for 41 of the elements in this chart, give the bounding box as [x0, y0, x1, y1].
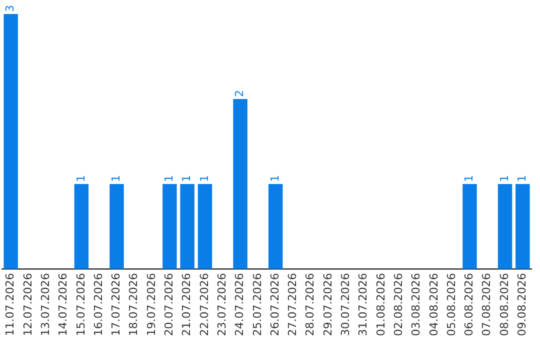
x-tick-label: 22.07.2026: [198, 273, 211, 336]
x-tick-label: 26.07.2026: [268, 273, 282, 336]
x-tick-label: 27.07.2026: [286, 273, 300, 336]
x-tick-label: 23.07.2026: [215, 273, 228, 336]
x-tick-label: 20.07.2026: [162, 273, 176, 336]
data-label: 1: [162, 175, 176, 182]
x-tick-label: 11.07.2026: [4, 273, 17, 336]
data-label: 1: [74, 175, 88, 182]
x-tick-label: 13.07.2026: [38, 273, 52, 336]
x-tick-label: 02.08.2026: [392, 273, 405, 336]
data-label: 2: [233, 90, 246, 98]
data-label: 3: [4, 5, 17, 12]
x-tick-label: 18.07.2026: [127, 273, 140, 336]
x-tick-label: 17.07.2026: [110, 273, 123, 336]
data-label: 1: [498, 175, 511, 182]
x-tick-label: 15.07.2026: [74, 273, 88, 336]
x-tick-label: 19.07.2026: [144, 273, 158, 336]
x-tick-label: 06.08.2026: [462, 273, 476, 336]
x-tick-label: 04.08.2026: [427, 273, 440, 336]
data-label: 1: [198, 175, 211, 182]
x-tick-label: 12.07.2026: [21, 273, 34, 336]
data-label: 1: [516, 175, 529, 182]
data-label: 1: [110, 175, 123, 182]
x-tick-label: 16.07.2026: [92, 273, 105, 336]
x-tick-label: 28.07.2026: [304, 273, 317, 336]
x-tick-label: 08.08.2026: [498, 273, 511, 336]
x-tick-label: 05.08.2026: [444, 273, 458, 336]
x-tick-label: 09.08.2026: [516, 273, 529, 336]
x-tick-label: 30.07.2026: [339, 273, 352, 336]
data-label: 1: [268, 175, 282, 182]
data-label: 1: [180, 175, 194, 182]
x-tick-label: 03.08.2026: [410, 273, 423, 336]
x-tick-label: 24.07.2026: [233, 273, 246, 336]
x-tick-label: 31.07.2026: [356, 273, 370, 336]
x-tick-label: 29.07.2026: [321, 273, 334, 336]
x-tick-label: 25.07.2026: [250, 273, 264, 336]
x-tick-label: 21.07.2026: [180, 273, 194, 336]
x-tick-label: 01.08.2026: [374, 273, 388, 336]
x-tick-label: 14.07.2026: [56, 273, 70, 336]
data-label: 1: [462, 175, 476, 182]
x-tick-label: 07.08.2026: [480, 273, 494, 336]
